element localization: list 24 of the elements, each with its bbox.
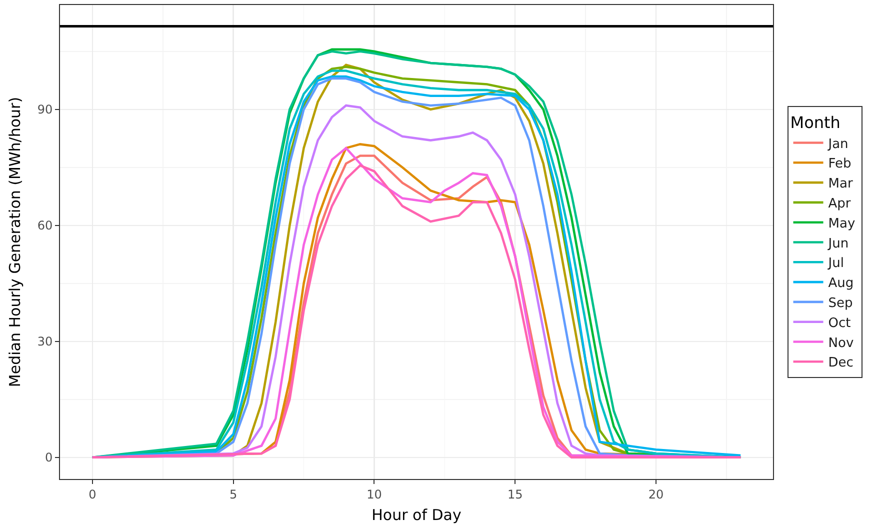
y-tick-label: 90 [37,102,53,117]
legend-label: Jul [827,256,844,272]
x-tick-label: 0 [88,487,96,502]
legend-label: Aug [828,276,854,292]
y-tick-label: 30 [37,334,53,349]
x-tick-label: 5 [230,487,238,502]
x-tick-label: 10 [366,487,382,502]
legend-label: Dec [828,356,854,371]
legend-title: Month [790,112,840,132]
legend-label: Jun [827,236,849,252]
legend-label: May [828,216,856,232]
legend-label: Oct [828,316,851,331]
legend-label: Sep [828,296,853,312]
x-axis-title: Hour of Day [372,506,462,524]
legend-label: Mar [828,176,854,192]
y-axis-title: Median Hourly Generation (MWh/hour) [6,96,24,388]
legend-label: Nov [828,336,854,351]
y-tick-label: 0 [44,450,53,465]
legend-label: Jan [827,136,848,152]
y-tick-label: 60 [37,218,53,233]
legend-label: Feb [828,156,852,172]
legend-label: Apr [828,196,852,212]
x-tick-label: 20 [648,487,664,502]
x-tick-label: 15 [508,487,523,502]
